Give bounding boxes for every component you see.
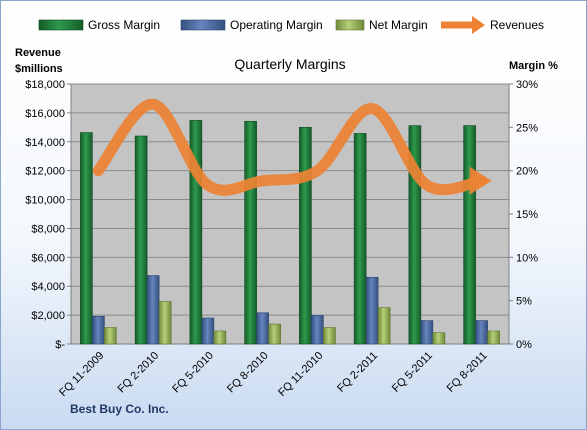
bar-gross-margin	[299, 127, 312, 345]
x-tick-label: FQ 11-2010	[276, 350, 325, 399]
y-left-tick-label: $10,000	[25, 195, 65, 207]
legend-swatch-net-margin	[335, 19, 365, 31]
bar-net-margin	[213, 330, 227, 345]
bar-gross-margin	[80, 132, 93, 345]
bar-operating-margin	[311, 315, 324, 345]
y-left-tick-label: $6,000	[31, 252, 65, 264]
y-left-tick-label: $4,000	[31, 281, 65, 293]
bar-net-margin	[432, 332, 446, 345]
y-right-tick-label: 10%	[516, 252, 538, 264]
bar-operating-margin	[92, 315, 105, 345]
x-tick-label: FQ 8-2011	[445, 350, 490, 395]
legend-label-revenues: Revenues	[490, 18, 544, 32]
bar-operating-margin	[256, 312, 269, 345]
y-left-tick-label: $-	[55, 339, 65, 351]
brand-label: Best Buy Co. Inc.	[70, 402, 169, 416]
legend-arrow-revenues	[472, 16, 485, 34]
bar-operating-margin	[365, 276, 379, 345]
y-left-tick-label: $14,000	[25, 137, 65, 149]
legend-swatch-gross-margin	[38, 19, 84, 31]
legend-swatch-operating-margin	[180, 19, 226, 31]
bar-operating-margin	[475, 320, 488, 345]
y-left-tick-label: $16,000	[25, 108, 65, 120]
legend-label-net-margin: Net Margin	[369, 18, 428, 32]
y-left-tick-label: $18,000	[25, 79, 65, 91]
legend-label-operating-margin: Operating Margin	[230, 18, 323, 32]
x-tick-label: FQ 2-2011	[335, 350, 380, 395]
y-left-tick-label: $8,000	[31, 223, 65, 235]
y-right-tick-label: 5%	[516, 296, 532, 308]
bar-operating-margin	[420, 320, 434, 345]
bar-net-margin	[323, 327, 336, 345]
y-right-tick-label: 20%	[516, 166, 538, 178]
bar-net-margin	[158, 301, 172, 345]
revenues-line	[92, 98, 488, 196]
bar-gross-margin	[463, 125, 476, 345]
y-right-tick-label: 30%	[516, 79, 538, 91]
y-left-tick-label: $2,000	[31, 310, 65, 322]
y-right-tick-label: 15%	[516, 209, 538, 221]
bar-net-margin	[377, 307, 391, 345]
bar-net-margin	[268, 323, 281, 345]
bar-operating-margin	[201, 317, 215, 345]
bar-gross-margin	[353, 133, 367, 345]
bar-gross-margin	[244, 120, 257, 345]
legend-label-gross-margin: Gross Margin	[88, 18, 160, 32]
y-right-tick-label: 25%	[516, 122, 538, 134]
y-left-tick-label: $12,000	[25, 166, 65, 178]
revenues-arrowhead	[469, 166, 492, 195]
bar-operating-margin	[146, 275, 160, 345]
x-tick-label: FQ 2-2010	[116, 350, 162, 396]
x-tick-label: FQ 8-2010	[225, 350, 271, 396]
y-left-label-line1: Revenue	[15, 47, 61, 59]
y-left-label-line2: $millions	[15, 63, 63, 75]
x-tick-label: FQ 11-2009	[57, 350, 106, 399]
bar-net-margin	[487, 330, 500, 345]
y-right-label: Margin %	[509, 60, 558, 72]
x-tick-label: FQ 5-2011	[390, 350, 435, 395]
x-tick-label: FQ 5-2010	[170, 350, 216, 396]
y-right-tick-label: 0%	[516, 339, 532, 351]
chart-title: Quarterly Margins	[234, 56, 345, 72]
bar-gross-margin	[134, 135, 148, 345]
bar-net-margin	[104, 327, 117, 345]
